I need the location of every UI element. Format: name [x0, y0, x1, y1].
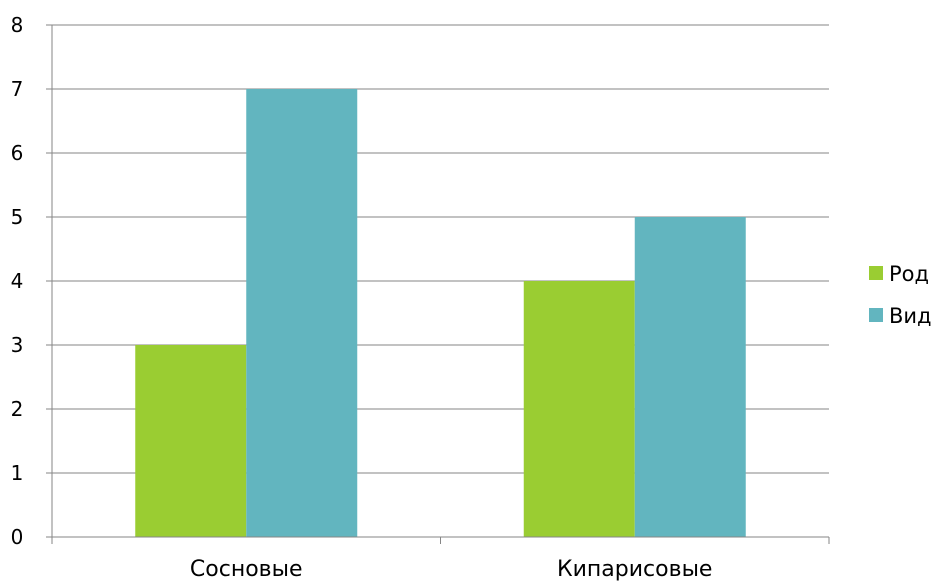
bar-Вид-Сосновые: [246, 89, 358, 537]
y-tick-label: 6: [11, 141, 24, 165]
legend-label: Род: [889, 262, 929, 286]
x-axis: [51, 25, 830, 544]
bars: [135, 89, 746, 537]
legend-swatch: [869, 308, 883, 322]
y-tick-label: 8: [11, 13, 24, 37]
x-tick-label: Сосновые: [190, 557, 303, 582]
y-tick-label: 4: [11, 269, 24, 293]
x-axis-labels: Сосновые Кипарисовые: [190, 557, 713, 582]
y-tick-label: 3: [11, 333, 24, 357]
legend: Род Вид: [869, 262, 932, 328]
bar-Род-Сосновые: [135, 345, 247, 537]
y-tick-label: 1: [11, 461, 24, 485]
legend-label: Вид: [889, 304, 932, 328]
y-tick-label: 2: [11, 397, 24, 421]
y-tick-label: 5: [11, 205, 24, 229]
bar-Род-Кипарисовые: [523, 281, 635, 537]
bar-Вид-Кипарисовые: [634, 217, 746, 537]
legend-swatch: [869, 266, 883, 280]
y-tick-label: 0: [11, 525, 24, 549]
y-tick-label: 7: [11, 77, 24, 101]
y-axis-ticks: 0 1 2 3 4 5 6 7 8: [11, 13, 24, 549]
x-tick-label: Кипарисовые: [557, 557, 712, 582]
